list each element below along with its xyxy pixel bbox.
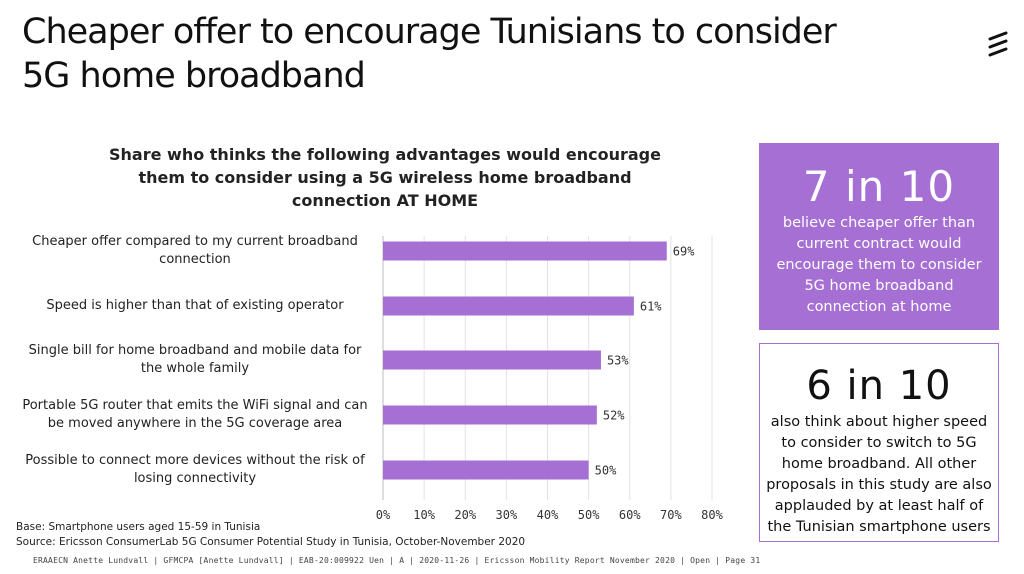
category-label: Single bill for home broadband and mobil… xyxy=(28,343,362,376)
bar-value-label: 69% xyxy=(673,245,695,259)
ericsson-logo-icon xyxy=(988,31,1008,57)
bar xyxy=(383,350,601,370)
bar xyxy=(383,460,589,480)
category-label: Portable 5G router that emits the WiFi s… xyxy=(22,398,368,431)
bar-chart: 0% 10% 20% 30% 40% 50% 60% 70% 80% 69% 61% 53% 52% 50… xyxy=(376,236,724,522)
chart-title: Share who thinks the following advantage… xyxy=(109,145,661,210)
bar-value-label: 52% xyxy=(603,409,625,423)
callout-6-in-10-headline: 6 in 10 xyxy=(806,363,952,409)
x-tick-label: 40% xyxy=(537,508,559,522)
x-tick-label: 60% xyxy=(619,508,641,522)
callout-7-in-10-headline: 7 in 10 xyxy=(802,162,956,211)
x-tick-label: 0% xyxy=(376,508,391,522)
category-label: Possible to connect more devices without… xyxy=(25,453,365,486)
callout-6-in-10: 6 in 10 also think about higher speed to… xyxy=(759,343,999,542)
bar xyxy=(383,241,667,261)
page-title-line1: Cheaper offer to encourage Tunisians to … xyxy=(22,12,837,52)
callout-7-in-10: 7 in 10 believe cheaper offer than curre… xyxy=(759,143,999,330)
source-note: Source: Ericsson ConsumerLab 5G Consumer… xyxy=(16,536,526,548)
base-note: Base: Smartphone users aged 15-59 in Tun… xyxy=(16,521,261,533)
category-label: Cheaper offer compared to my current bro… xyxy=(32,234,358,267)
page-title: Cheaper offer to encourage Tunisians to … xyxy=(22,10,922,98)
footer-meta: ERAAECN Anette Lundvall | GFMCPA [Anette… xyxy=(33,556,761,565)
category-label: Speed is higher than that of existing op… xyxy=(46,298,344,313)
x-tick-label: 30% xyxy=(496,508,518,522)
bar-value-label: 61% xyxy=(640,300,662,314)
page-title-line2: 5G home broadband xyxy=(22,56,366,96)
x-tick-label: 50% xyxy=(578,508,600,522)
bar-value-label: 53% xyxy=(607,354,629,368)
bar-value-label: 50% xyxy=(595,464,617,478)
x-tick-label: 20% xyxy=(454,508,476,522)
callout-7-in-10-text: believe cheaper offer than current contr… xyxy=(776,215,982,315)
bar xyxy=(383,296,634,316)
bar xyxy=(383,405,597,425)
callout-6-in-10-text: also think about higher speed to conside… xyxy=(766,414,992,535)
x-tick-label: 70% xyxy=(660,508,682,522)
x-tick-label: 80% xyxy=(701,508,723,522)
x-tick-label: 10% xyxy=(413,508,435,522)
